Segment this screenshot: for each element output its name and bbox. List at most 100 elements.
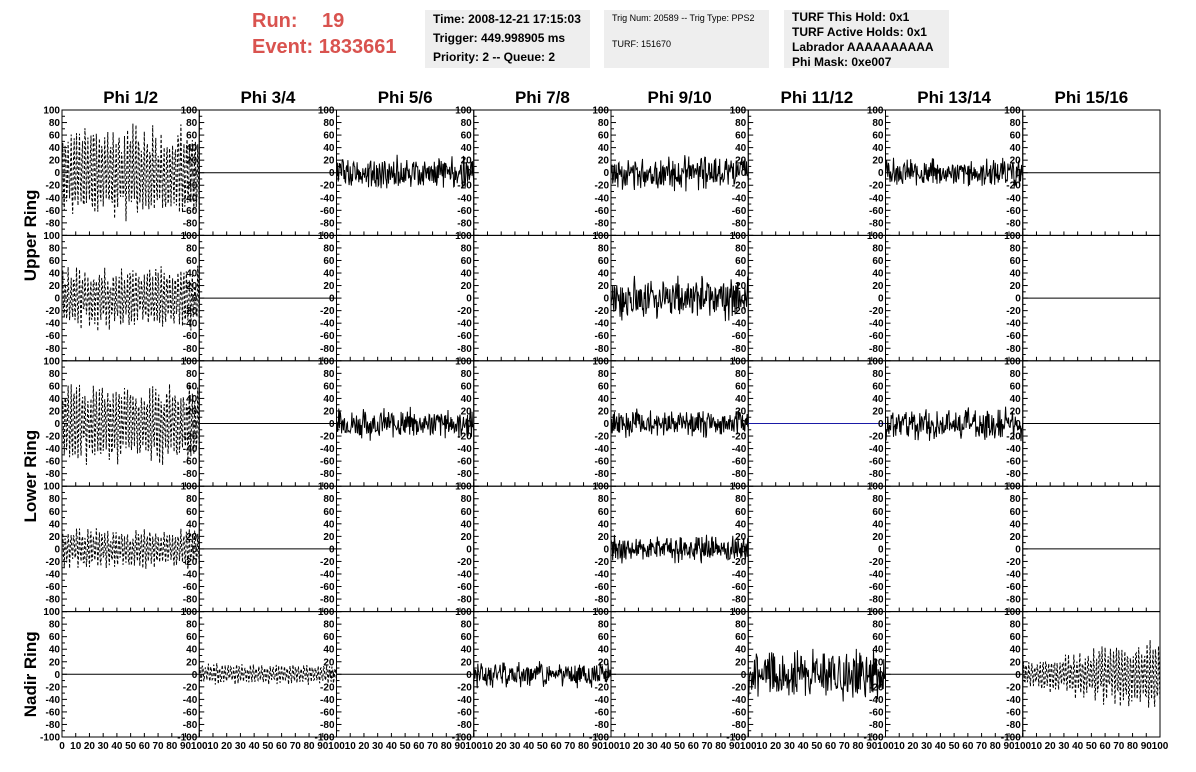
run-label: Run: [252,10,298,32]
y-tick-label: -40 [595,569,610,580]
y-tick-label: 80 [323,243,335,254]
y-tick-label: -60 [457,331,472,342]
y-tick-label: 0 [54,670,60,681]
turf-info-box: TURF This Hold: 0x1 TURF Active Holds: 0… [784,10,949,69]
x-tick-label: 70 [839,741,851,752]
x-tick-label: 10 [70,741,82,752]
y-tick-label: -60 [732,707,747,718]
y-tick-label: 40 [598,269,610,280]
y-tick-label: 40 [461,645,473,656]
y-tick-label: 20 [49,657,61,668]
x-tick-label: 50 [537,741,549,752]
x-tick-label: 100 [740,741,757,752]
x-tick-label: 80 [303,741,315,752]
y-tick-label: -20 [183,306,198,317]
y-tick-label: -60 [46,707,61,718]
y-tick-label: -80 [183,469,198,480]
y-tick-label: -80 [320,720,335,731]
y-tick-label: 40 [49,143,61,154]
x-tick-label: 100 [1152,741,1169,752]
x-tick-label: 100 [877,741,894,752]
y-tick-label: -80 [46,595,61,606]
y-tick-label: -80 [1006,469,1021,480]
y-tick-label: 60 [323,131,335,142]
y-tick-label: 20 [598,406,610,417]
time-text: Time: 2008-12-21 17:15:03 [433,12,581,26]
event-value: 1833661 [318,36,397,58]
y-tick-label: 60 [1010,381,1022,392]
y-tick-label: -40 [732,569,747,580]
y-tick-label: -40 [46,695,61,706]
y-tick-label: 20 [735,657,747,668]
y-tick-label: 20 [49,532,61,543]
y-tick-label: 20 [186,406,198,417]
y-tick-label: 60 [872,131,884,142]
y-tick-label: -80 [595,218,610,229]
x-tick-label: 30 [235,741,247,752]
y-tick-label: -20 [320,432,335,443]
y-tick-label: -60 [732,331,747,342]
y-tick-label: 80 [872,369,884,380]
y-tick-label: 100 [43,356,60,367]
y-tick-label: 40 [872,143,884,154]
y-tick-label: -20 [457,432,472,443]
y-tick-label: 60 [461,131,473,142]
y-tick-label: 80 [1010,243,1022,254]
y-tick-label: -20 [457,682,472,693]
y-tick-label: -20 [46,557,61,568]
y-tick-label: 80 [735,620,747,631]
y-tick-label: -80 [595,595,610,606]
y-tick-label: 100 [181,607,198,618]
y-tick-label: 0 [1015,294,1021,305]
y-tick-label: -40 [46,319,61,330]
y-tick-label: 80 [323,494,335,505]
y-tick-label: -100 [177,733,197,744]
y-tick-label: 80 [1010,118,1022,129]
y-tick-label: 60 [598,256,610,267]
y-tick-label: 40 [186,269,198,280]
y-tick-label: -60 [457,582,472,593]
y-tick-label: 60 [49,256,61,267]
y-tick-label: 40 [1010,645,1022,656]
y-tick-label: 0 [329,419,335,430]
y-tick-label: 100 [730,356,747,367]
y-tick-label: 100 [867,106,884,117]
y-tick-label: 60 [735,256,747,267]
y-tick-label: -80 [1006,218,1021,229]
y-tick-label: -40 [320,569,335,580]
y-tick-label: 60 [186,507,198,518]
x-tick-label: 80 [852,741,864,752]
y-tick-label: 0 [466,294,472,305]
y-tick-label: 80 [872,243,884,254]
y-tick-label: -80 [732,218,747,229]
x-tick-label: 100 [603,741,620,752]
trace-waveform-r5-c8 [1022,640,1161,708]
turf-active-holds-text: TURF Active Holds: 0x1 [792,25,927,39]
x-tick-label: 90 [1141,741,1153,752]
y-tick-label: 80 [461,243,473,254]
y-tick-label: -60 [46,206,61,217]
x-tick-label: 20 [358,741,370,752]
y-tick-label: -40 [457,695,472,706]
y-tick-label: 100 [1004,482,1021,493]
x-tick-label: 100 [1014,741,1031,752]
y-tick-label: 60 [735,507,747,518]
y-tick-label: 40 [1010,269,1022,280]
y-tick-label: 0 [878,294,884,305]
y-tick-label: -20 [869,181,884,192]
y-tick-label: -80 [46,469,61,480]
y-tick-label: 100 [867,231,884,242]
trace-waveform-r4-c5 [610,534,749,564]
y-tick-label: 0 [878,544,884,555]
y-tick-label: 40 [735,143,747,154]
y-tick-label: -80 [732,595,747,606]
y-tick-label: 40 [186,143,198,154]
y-tick-label: -60 [183,582,198,593]
y-tick-label: -100 [589,733,609,744]
y-tick-label: -20 [595,682,610,693]
y-tick-label: 20 [872,657,884,668]
x-tick-label: 60 [1100,741,1112,752]
y-tick-label: 20 [598,156,610,167]
y-tick-label: -60 [732,457,747,468]
x-tick-label: 30 [1058,741,1070,752]
